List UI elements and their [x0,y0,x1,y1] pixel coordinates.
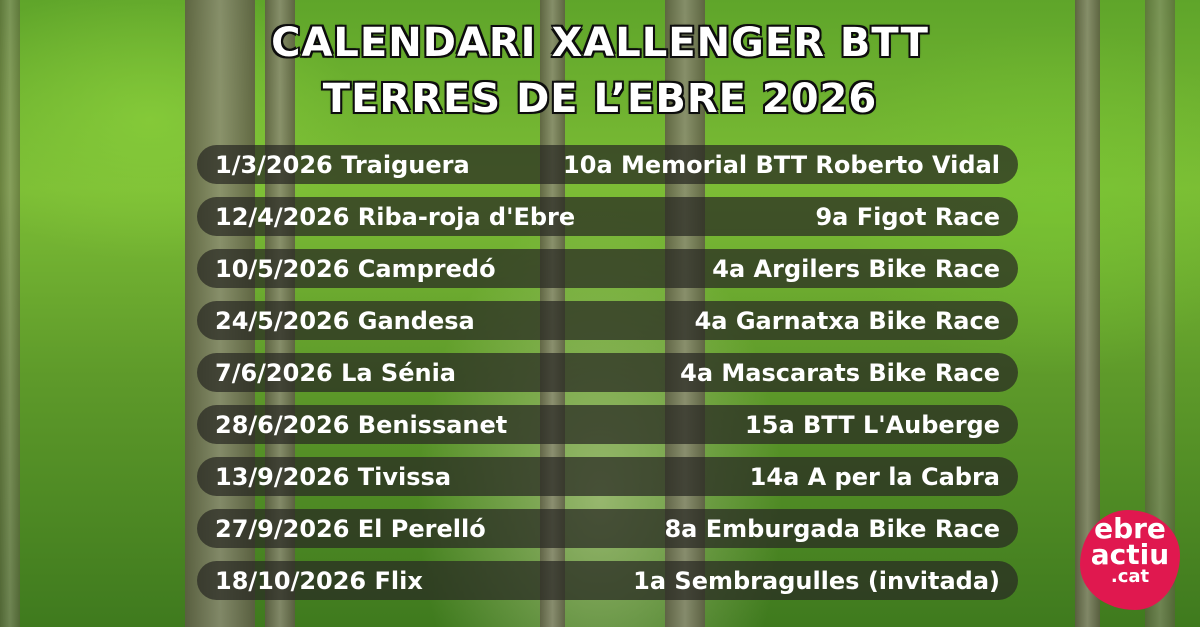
title-line-2: TERRES DE L’EBRE 2026 [322,75,878,123]
event-row: 28/6/2026 Benissanet 15a BTT L'Auberge [197,405,1018,444]
logo-text-2: actiu [1090,538,1170,571]
event-row: 12/4/2026 Riba-roja d'Ebre 9a Figot Race [197,197,1018,236]
event-race: 14a A per la Cabra [749,462,1000,491]
event-race: 8a Emburgada Bike Race [664,514,1000,543]
event-date-place: 12/4/2026 Riba-roja d'Ebre [215,202,576,231]
event-date-place: 10/5/2026 Campredó [215,254,496,283]
event-race: 1a Sembragulles (invitada) [633,566,1000,595]
event-date-place: 1/3/2026 Traiguera [215,150,470,179]
event-row: 1/3/2026 Traiguera 10a Memorial BTT Rober… [197,145,1018,184]
title-line-1: CALENDARI XALLENGER BTT [270,19,929,67]
event-row: 27/9/2026 El Perelló 8a Emburgada Bike Ra… [197,509,1018,548]
event-row: 10/5/2026 Campredó 4a Argilers Bike Race [197,249,1018,288]
event-row: 24/5/2026 Gandesa 4a Garnatxa Bike Race [197,301,1018,340]
event-row: 18/10/2026 Flix 1a Sembragulles (invitada… [197,561,1018,600]
event-race: 9a Figot Race [815,202,1000,231]
event-row: 13/9/2026 Tivissa 14a A per la Cabra [197,457,1018,496]
event-date-place: 18/10/2026 Flix [215,566,423,595]
event-date-place: 27/9/2026 El Perelló [215,514,486,543]
event-race: 4a Garnatxa Bike Race [694,306,1000,335]
event-race: 15a BTT L'Auberge [745,410,1000,439]
event-date-place: 28/6/2026 Benissanet [215,410,508,439]
tree-trunk [0,0,20,627]
logo-text-1: ebre [1094,512,1166,545]
ebreactiu-logo: ebre actiu .cat [1080,510,1180,610]
event-race: 10a Memorial BTT Roberto Vidal [563,150,1000,179]
logo-text-3: .cat [1110,566,1150,587]
event-date-place: 7/6/2026 La Sénia [215,358,456,387]
event-race: 4a Argilers Bike Race [712,254,1000,283]
event-date-place: 13/9/2026 Tivissa [215,462,452,491]
event-row: 7/6/2026 La Sénia 4a Mascarats Bike Race [197,353,1018,392]
event-date-place: 24/5/2026 Gandesa [215,306,475,335]
event-race: 4a Mascarats Bike Race [680,358,1000,387]
